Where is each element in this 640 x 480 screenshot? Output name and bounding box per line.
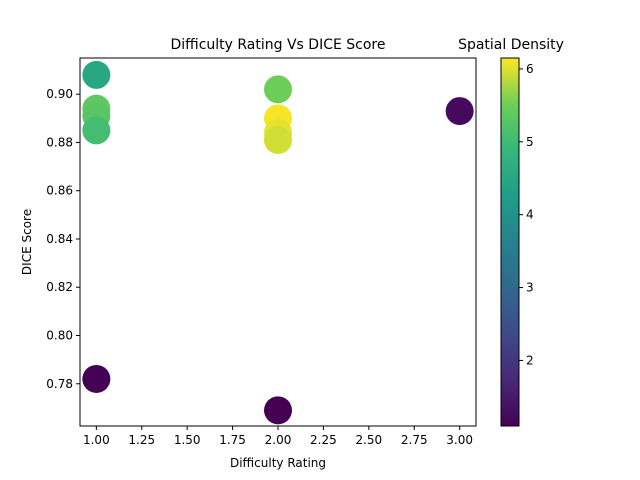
y-tick-label: 0.90: [46, 87, 73, 101]
scatter-point: [264, 396, 292, 425]
y-tick-label: 0.78: [46, 377, 73, 391]
x-tick-label: 2.00: [265, 433, 292, 447]
y-ticks: 0.78 0.80 0.82 0.84 0.86 0.88 0.90: [46, 87, 80, 391]
y-tick-label: 0.82: [46, 280, 73, 294]
y-tick-label: 0.86: [46, 184, 73, 198]
colorbar-tick-label: 2: [526, 353, 534, 367]
x-tick-label: 2.75: [401, 433, 428, 447]
colorbar-tick-label: 3: [526, 281, 534, 295]
x-ticks: 1.00 1.25 1.50 1.75 2.00 2.25 2.50 2.75 3.00: [83, 426, 473, 447]
x-tick-label: 2.25: [310, 433, 337, 447]
colorbar: [500, 57, 520, 427]
x-tick-label: 1.00: [83, 433, 110, 447]
scatter-point: [445, 97, 474, 126]
scatter-point: [82, 116, 111, 145]
colorbar-tick-label: 5: [526, 135, 534, 149]
colorbar-tick-label: 4: [526, 208, 534, 222]
colorbar-label: Spatial Density: [458, 37, 564, 53]
scatter-point: [264, 75, 292, 104]
chart-title: Difficulty Rating Vs DICE Score: [171, 37, 386, 53]
colorbar-tick-label: 6: [526, 62, 534, 76]
x-tick-label: 2.50: [355, 433, 382, 447]
y-tick-label: 0.84: [46, 232, 73, 246]
points-layer: [82, 60, 474, 425]
scatter-point: [82, 364, 111, 393]
x-axis-label: Difficulty Rating: [230, 456, 326, 470]
colorbar-ticks: 2 3 4 5 6: [519, 62, 534, 367]
x-tick-label: 1.75: [219, 433, 246, 447]
y-axis-label: DICE Score: [20, 209, 34, 275]
x-tick-label: 1.50: [174, 433, 201, 447]
x-tick-label: 1.25: [128, 433, 155, 447]
scatter-point: [82, 60, 111, 89]
scatter-point: [264, 126, 292, 155]
y-tick-label: 0.80: [46, 329, 73, 343]
y-tick-label: 0.88: [46, 135, 73, 149]
x-tick-label: 3.00: [446, 433, 473, 447]
